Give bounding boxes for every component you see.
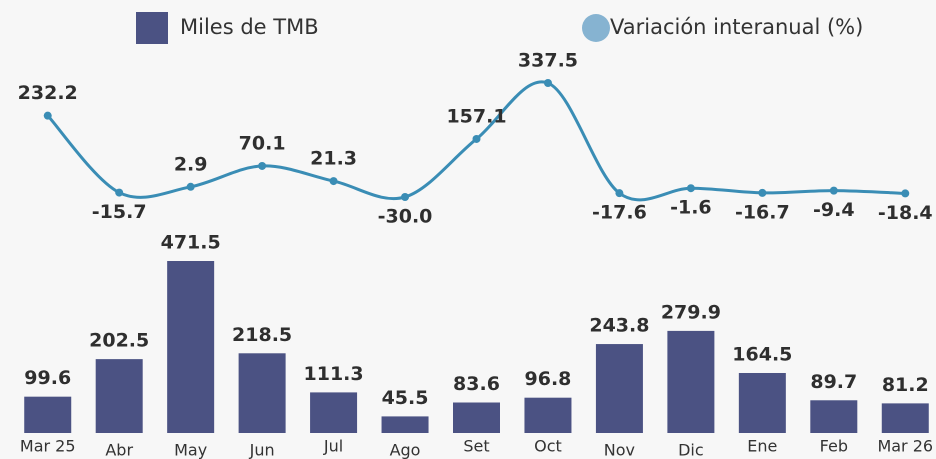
data-label: 164.5 bbox=[732, 343, 792, 365]
data-label: -18.4 bbox=[878, 202, 933, 224]
bar bbox=[381, 416, 429, 433]
x-tick-label: Dic bbox=[678, 441, 704, 459]
x-tick-label: Set bbox=[463, 437, 489, 456]
data-label: 83.6 bbox=[453, 373, 500, 395]
bar bbox=[738, 372, 786, 433]
data-label: 111.3 bbox=[304, 363, 364, 385]
point bbox=[829, 186, 838, 195]
legend-label: Miles de TMB bbox=[180, 15, 319, 39]
bar bbox=[810, 400, 858, 433]
data-label: 70.1 bbox=[239, 132, 286, 154]
x-tick-label: May bbox=[174, 441, 207, 459]
point bbox=[43, 111, 52, 120]
data-label: 232.2 bbox=[18, 82, 78, 104]
point bbox=[758, 188, 767, 197]
data-label: -17.6 bbox=[592, 202, 647, 224]
point bbox=[401, 193, 410, 201]
legend-swatch-bar bbox=[136, 12, 168, 44]
data-label: 21.3 bbox=[310, 148, 357, 170]
legend-swatch-line bbox=[582, 14, 610, 42]
bar bbox=[95, 359, 143, 433]
data-label: 157.1 bbox=[446, 105, 506, 127]
point bbox=[115, 188, 124, 197]
x-tick-label: Feb bbox=[820, 437, 848, 456]
bar bbox=[238, 353, 286, 433]
data-label: -16.7 bbox=[735, 201, 790, 223]
legend-label: Variación interanual (%) bbox=[610, 15, 863, 39]
bar bbox=[524, 397, 572, 433]
data-label: 81.2 bbox=[882, 374, 929, 396]
data-label: -1.6 bbox=[670, 197, 712, 219]
data-label: -9.4 bbox=[813, 199, 855, 221]
data-label: 471.5 bbox=[161, 232, 221, 254]
bar bbox=[167, 261, 215, 433]
point bbox=[543, 79, 552, 87]
point bbox=[686, 184, 695, 193]
x-tick-label: Jun bbox=[249, 441, 275, 459]
data-label: 2.9 bbox=[174, 153, 208, 175]
x-tick-label: Ago bbox=[390, 441, 421, 459]
x-tick-label: Mar 26 bbox=[877, 437, 933, 456]
data-label: -30.0 bbox=[378, 206, 433, 228]
point bbox=[472, 134, 481, 143]
data-label: -15.7 bbox=[92, 201, 147, 223]
data-label: 279.9 bbox=[661, 301, 721, 323]
x-tick-label: Oct bbox=[534, 437, 562, 456]
data-label: 202.5 bbox=[89, 330, 149, 352]
x-tick-label: Ene bbox=[747, 437, 777, 456]
bar bbox=[24, 396, 72, 433]
bar bbox=[881, 403, 929, 433]
data-label: 218.5 bbox=[232, 324, 292, 346]
x-tick-label: Mar 25 bbox=[20, 437, 76, 456]
point bbox=[329, 177, 338, 186]
x-tick-label: Nov bbox=[604, 441, 635, 459]
point bbox=[258, 161, 267, 170]
point bbox=[901, 189, 910, 198]
data-label: 99.6 bbox=[24, 367, 71, 389]
bar bbox=[453, 402, 500, 433]
data-label: 89.7 bbox=[810, 371, 857, 393]
data-label: 45.5 bbox=[382, 387, 429, 409]
bar bbox=[310, 392, 358, 433]
data-label: 243.8 bbox=[589, 315, 649, 337]
point bbox=[186, 182, 195, 191]
bar bbox=[667, 330, 715, 433]
x-tick-label: Abr bbox=[105, 441, 133, 459]
point bbox=[615, 189, 624, 198]
data-label: 337.5 bbox=[518, 50, 578, 72]
x-tick-label: Jul bbox=[323, 437, 343, 456]
bar bbox=[595, 344, 643, 433]
data-label: 96.8 bbox=[525, 368, 572, 390]
